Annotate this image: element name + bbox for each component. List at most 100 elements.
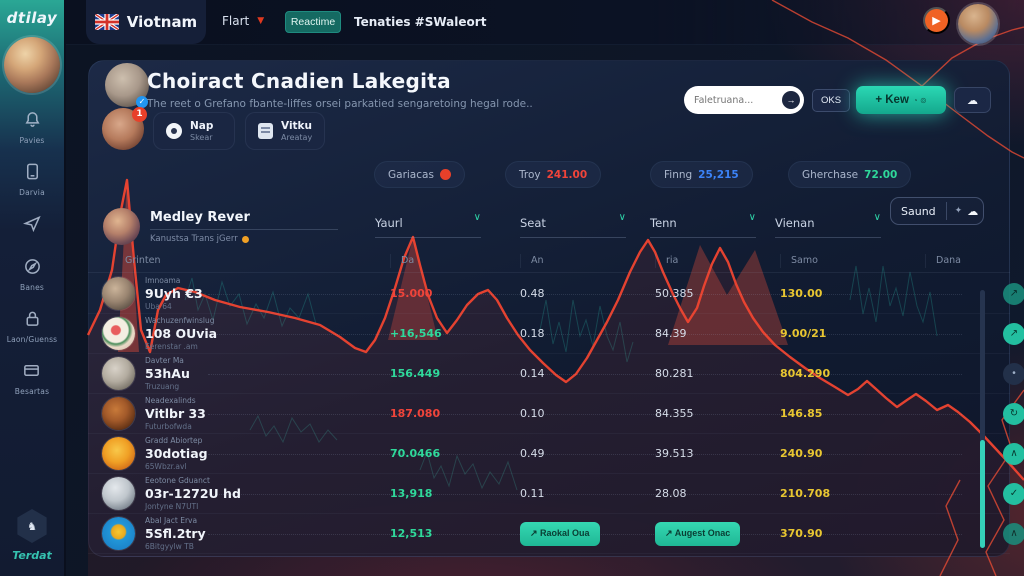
table-row[interactable]: Imnoama 9Uyh €3 Uba 64 15.000 0.48 50.38… (88, 274, 1024, 314)
user-avatar[interactable] (958, 4, 998, 44)
verified-badge-icon: ✓ (136, 96, 148, 108)
row-sub: Eerenstar .am (145, 342, 198, 351)
row-name: Vitlbr 33 (145, 406, 206, 421)
chevron-down-icon: ▼ (257, 16, 265, 26)
scrollbar-thumb[interactable] (980, 440, 985, 548)
chevron-down-icon: ∨ (618, 212, 626, 223)
cloud-tool-button[interactable]: ☁ (954, 87, 991, 113)
rocket-one-button[interactable]: ↗ Raokal Oua (520, 521, 600, 546)
column-header: An (520, 253, 655, 268)
new-button-icons: ◔ ⊚ (912, 95, 927, 105)
row-value-ria: 50.385 (655, 287, 694, 300)
column-header: Dana (925, 253, 996, 268)
nap-action-card[interactable]: Nap Skear (153, 112, 235, 150)
arrow-up-action-button[interactable]: ↗ (1003, 282, 1024, 305)
country-name: Viotnam (126, 13, 198, 31)
send-icon (22, 214, 42, 237)
footer-brand: Terdat (12, 549, 52, 562)
stat-gariacas: Gariacas (374, 161, 465, 188)
new-button[interactable]: + Kew ◔ ⊚ (856, 86, 946, 114)
sidebar-footer: ♞ Terdat (12, 509, 52, 562)
table-row[interactable]: Davter Ma 53hAu Truzuang 156.449 0.14 80… (88, 354, 1024, 394)
sparkle-icon: ✦ (954, 206, 963, 216)
refresh-action-button[interactable]: ↻ (1003, 402, 1024, 425)
table-row[interactable]: Gradd Abiortep 30dotiag 65Wbzr.avl 70.04… (88, 434, 1024, 474)
sidebar-item-label: Banes (19, 283, 45, 292)
reactime-button[interactable]: Reactime (285, 11, 341, 33)
search-input[interactable] (694, 94, 776, 106)
check-action-button[interactable]: ✓ (1003, 482, 1024, 505)
sidebar-item-darvia[interactable]: Darvia (19, 162, 45, 197)
notification-button[interactable]: ▶ (923, 7, 950, 34)
hexagon-logo-icon[interactable]: ♞ (17, 509, 47, 543)
dropdown-yaurl[interactable]: Yaurl ∨ (375, 212, 481, 238)
row-value-ria: 84.39 (655, 327, 687, 340)
column-header: Da (390, 253, 520, 268)
row-value-an: 0.48 (520, 287, 545, 300)
cloud-icon: ☁ (967, 204, 979, 218)
dropdown-seat[interactable]: Seat ∨ (520, 212, 626, 238)
sidebar-item-pavies[interactable]: Pavies (19, 110, 44, 145)
flart-menu[interactable]: Flart ▼ (222, 14, 264, 28)
stat-label: Troy (519, 168, 541, 181)
country-selector[interactable]: Viotnam (86, 0, 206, 44)
topbar: Viotnam Flart ▼ Reactime Tenaties #SWale… (66, 0, 1024, 45)
row-value-da: 156.449 (390, 367, 441, 380)
red-dot-icon (439, 169, 451, 180)
search-submit-icon[interactable]: → (782, 91, 800, 109)
stat-label: Gariacas (388, 168, 434, 181)
sidebar: dtilay Pavies Darvia Banes Laon/Guenss B… (0, 0, 66, 576)
sidebar-item-label: Pavies (19, 136, 45, 145)
chevron-up-action-button[interactable]: ∧ (1003, 442, 1024, 465)
bell-icon (23, 110, 42, 133)
card-icon (22, 361, 41, 384)
dropdown-label: Tenn (650, 216, 677, 230)
augest-one-button[interactable]: ↗ Augest Onac (655, 521, 741, 546)
row-value-an: ↗ Raokal Oua (520, 521, 655, 546)
row-value-samo: 210.708 (780, 487, 831, 500)
sidebar-item-banes[interactable]: Banes (20, 257, 44, 292)
card-title: Vitku (281, 120, 313, 132)
compass-icon (23, 257, 42, 280)
row-sub: Uba 64 (145, 302, 172, 311)
chevron-up-action-button[interactable]: ∧ (1003, 522, 1024, 545)
sidebar-item-laon-guenss[interactable]: Laon/Guenss (7, 309, 58, 344)
row-value-ria: ↗ Augest Onac (655, 521, 780, 546)
dropdown-tenn[interactable]: Tenn ∨ (650, 212, 756, 238)
list-owner-avatar[interactable] (103, 208, 140, 245)
row-avatar (102, 397, 135, 430)
row-value-ria: 84.355 (655, 407, 694, 420)
vitku-action-card[interactable]: Vitku Areatay (245, 112, 325, 150)
row-value-ria: 28.08 (655, 487, 687, 500)
notification-count-badge: 1 (132, 107, 147, 122)
dropdown-vienan[interactable]: Vienan ∨ (775, 212, 881, 238)
chevron-down-icon: ∨ (473, 212, 481, 223)
sound-button[interactable]: Saund ✦ ☁ (890, 197, 984, 225)
row-value-an: 0.10 (520, 407, 545, 420)
table-row[interactable]: Wachuzenfwinslug 108 OUvia Eerenstar .am… (88, 314, 1024, 354)
list-owner-meta-text: Kanustsa Trans jGerr (150, 234, 238, 244)
row-tag: Wachuzenfwinslug (145, 316, 215, 325)
row-avatar (102, 437, 135, 470)
sidebar-item-besartas[interactable]: Besartas (15, 361, 49, 396)
dot-action-button[interactable]: • (1003, 362, 1024, 385)
oks-button[interactable]: OKS (812, 89, 850, 112)
arrow-up-action-button[interactable]: ↗ (1003, 322, 1024, 345)
table-row[interactable]: Eeotone Gduanct 03r-1272U hd Jontyne N7U… (88, 474, 1024, 514)
sidebar-avatar[interactable] (4, 37, 60, 93)
document-icon (258, 123, 273, 139)
row-value-an: 0.18 (520, 327, 545, 340)
stat-gherchase: Gherchase 72.00 (788, 161, 912, 188)
row-name: 03r-1272U hd (145, 486, 241, 501)
sidebar-item-send[interactable] (22, 214, 42, 240)
orange-dot-icon (241, 235, 249, 243)
row-tag: Gradd Abiortep (145, 436, 203, 445)
table-row[interactable]: Abal Jact Erva 5Sfl.2try 6Bitgyylw TB 12… (88, 514, 1024, 554)
lock-icon (23, 309, 42, 332)
table-row[interactable]: Neadexalinds Vitlbr 33 Futurbofwda 187.0… (88, 394, 1024, 434)
row-value-da: 15.000 (390, 287, 433, 300)
flart-label: Flart (222, 14, 250, 28)
scrollbar-track[interactable] (980, 290, 985, 548)
sidebar-item-label: Darvia (19, 188, 45, 197)
record-icon (166, 123, 182, 139)
